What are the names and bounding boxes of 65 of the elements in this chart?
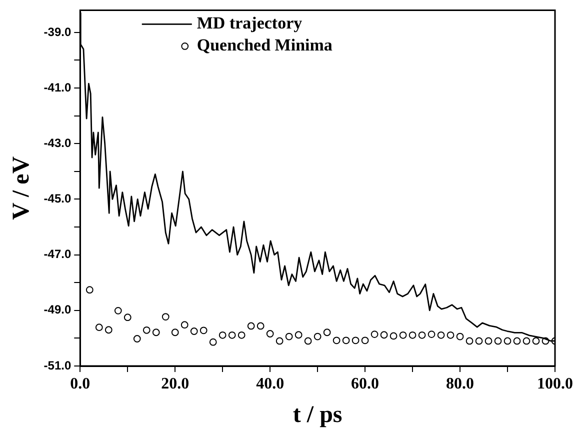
x-tick-label: 0.0 <box>70 376 90 393</box>
y-tick-label: -51.0 <box>44 358 72 372</box>
point <box>399 331 407 339</box>
point <box>504 337 512 345</box>
y-tick-label: -39.0 <box>44 24 72 39</box>
y-tick-label: -45.0 <box>44 192 72 206</box>
point <box>142 326 150 334</box>
point <box>332 336 340 344</box>
point <box>152 328 160 336</box>
x-tick-label: 60.0 <box>351 376 380 393</box>
legend-label: MD trajectory <box>196 14 303 33</box>
point <box>513 337 521 345</box>
point <box>171 328 179 336</box>
point <box>428 330 436 338</box>
point <box>437 331 445 339</box>
point <box>228 331 236 339</box>
x-tick-label: 40.0 <box>256 376 284 393</box>
point <box>466 337 474 345</box>
point <box>494 337 502 345</box>
y-tick-label: -49.0 <box>44 302 72 317</box>
point <box>190 328 198 335</box>
y-tick-label: -41.0 <box>44 80 72 94</box>
point <box>456 332 464 340</box>
point <box>418 331 426 339</box>
point <box>218 331 226 339</box>
x-tick-label: 20.0 <box>161 376 190 393</box>
point <box>247 322 255 330</box>
y-tick-label: -43.0 <box>44 136 72 150</box>
point <box>209 338 217 346</box>
x-tick-label: 80.0 <box>446 376 474 393</box>
point <box>370 330 378 338</box>
point <box>133 335 141 342</box>
point <box>484 337 492 345</box>
point <box>323 328 331 336</box>
point <box>86 286 94 294</box>
point <box>304 337 312 345</box>
point <box>314 332 322 340</box>
legend-label: Quenched Minima <box>196 36 333 55</box>
point <box>532 337 540 345</box>
point <box>446 331 454 339</box>
point <box>124 314 132 322</box>
point <box>266 330 274 338</box>
y-axis-title: V / eV <box>8 156 35 220</box>
point <box>180 321 188 329</box>
point <box>390 332 398 340</box>
point <box>104 326 112 334</box>
point <box>352 336 360 344</box>
point <box>95 324 103 332</box>
point <box>361 336 369 344</box>
point <box>162 313 170 320</box>
point <box>114 306 122 314</box>
point <box>475 337 483 345</box>
point <box>294 331 302 339</box>
point <box>276 337 284 345</box>
x-axis-title: t / ps <box>292 402 342 428</box>
point <box>408 331 416 339</box>
point <box>256 322 264 330</box>
y-tick-label: -47.0 <box>44 247 72 262</box>
point <box>380 331 388 339</box>
x-tick-label: 100.0 <box>537 376 573 393</box>
point <box>342 336 350 344</box>
point <box>238 331 246 339</box>
point <box>522 337 530 345</box>
point <box>200 326 208 334</box>
point <box>285 332 293 340</box>
